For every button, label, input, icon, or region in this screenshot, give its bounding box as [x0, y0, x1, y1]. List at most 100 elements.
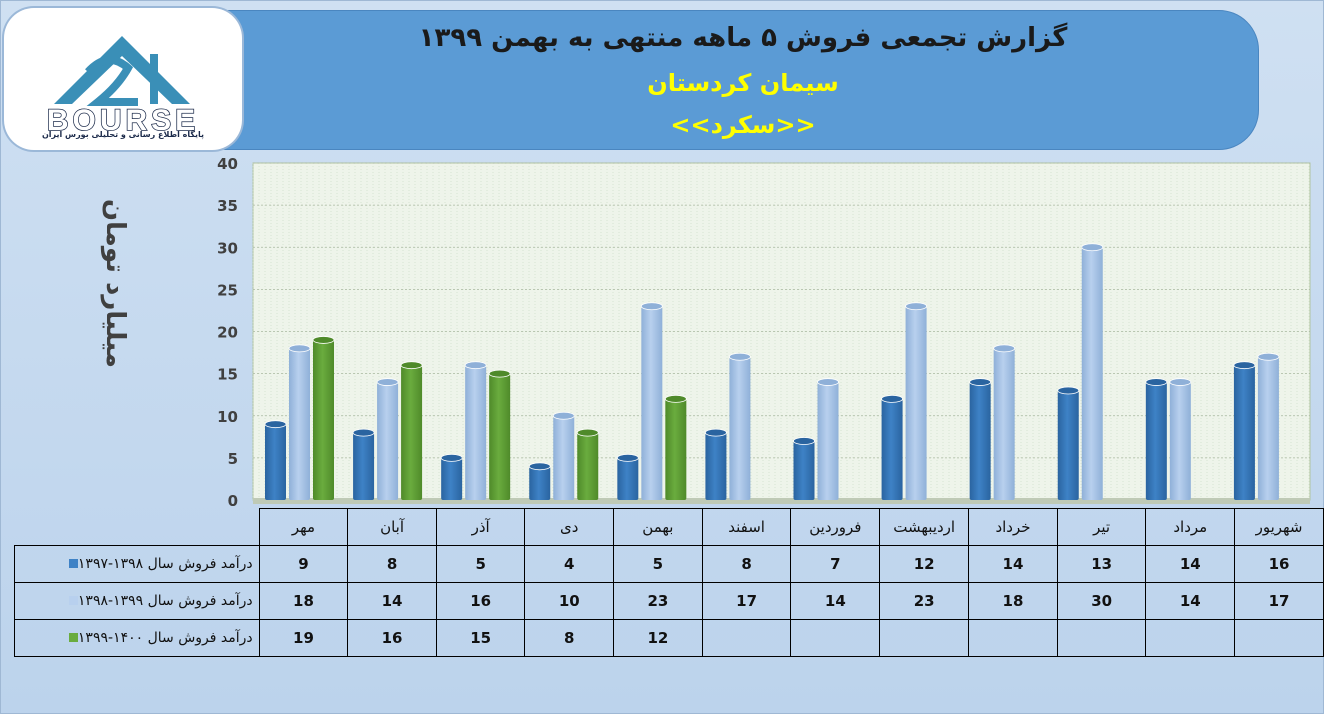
bar-top [1233, 361, 1256, 370]
table-cell: 23 [613, 581, 703, 620]
table-cell: 5 [435, 544, 526, 583]
logo-wordmark: BOURSE [46, 103, 200, 138]
company-name: سیمان کردستان [647, 69, 839, 97]
table-cell: 18 [968, 581, 1058, 620]
y-tick-label: 15 [217, 366, 238, 384]
bar [969, 382, 991, 500]
bar [377, 382, 399, 500]
bar-top [440, 453, 463, 462]
table-cell: 14 [968, 544, 1058, 583]
table-cell: 10 [524, 581, 615, 620]
category-label: اردیبهشت [879, 508, 970, 546]
bar [577, 432, 599, 500]
table-cell [879, 618, 970, 657]
table-cell [790, 618, 881, 657]
table-cell: 12 [613, 618, 703, 657]
table-cell: 17 [1234, 581, 1324, 620]
bar [1169, 382, 1191, 500]
table-cell [1145, 618, 1236, 657]
bar-top [488, 369, 511, 378]
bar-top [729, 352, 751, 361]
category-label: آذر [435, 508, 526, 546]
bar-top [400, 361, 423, 370]
table-corner [14, 508, 260, 545]
plot-floor [253, 498, 1310, 504]
table-row: درآمد فروش سال ۱۴۰۰-۱۳۹۹ 19 16 15 8 12 [14, 618, 1324, 657]
bar [353, 432, 375, 500]
logo: BOURSE پایگاه اطلاع رسانی و تحلیلی بورس … [4, 8, 242, 150]
data-table: مهر آبان آذر دی بهمن اسفند فروردین اردیبهشت خردا… [14, 508, 1324, 657]
category-label: شهریور [1234, 508, 1324, 546]
ticker-symbol: <<سکرد>> [670, 111, 816, 139]
bar-top [881, 394, 903, 403]
y-tick-label: 10 [217, 408, 238, 426]
table-cell: 8 [524, 618, 615, 657]
category-label: آبان [347, 508, 437, 546]
bar [465, 365, 487, 500]
bar [729, 356, 751, 500]
category-label: مرداد [1145, 508, 1236, 546]
bar-top [264, 420, 287, 429]
bar [1057, 390, 1079, 500]
bar-top [905, 302, 927, 311]
bar [289, 348, 310, 500]
y-tick-label: 25 [217, 281, 238, 299]
bar-top [793, 437, 815, 445]
series-name: درآمد فروش سال ۱۴۰۰-۱۳۹۹ [77, 629, 253, 646]
category-label: فروردین [790, 508, 881, 546]
bar [401, 365, 423, 500]
y-tick-label: 0 [228, 492, 238, 508]
table-cell: 14 [1145, 581, 1236, 620]
bar-top [1145, 378, 1168, 386]
bar-top [288, 344, 311, 353]
bar [793, 441, 815, 500]
logo-mark-icon [54, 36, 190, 106]
bar [817, 382, 839, 500]
y-tick-label: 5 [228, 450, 238, 468]
bar [1145, 382, 1167, 500]
table-cell: 23 [879, 581, 970, 620]
bar [313, 339, 334, 500]
y-tick-label: 35 [217, 197, 238, 215]
bar-top [616, 453, 639, 462]
bar [1081, 247, 1103, 500]
bar-top [1081, 243, 1104, 252]
bar [1257, 356, 1279, 500]
bar-top [312, 336, 335, 344]
table-cell: 7 [790, 544, 881, 583]
bar [665, 398, 687, 500]
bar [641, 306, 663, 500]
table-cell: 19 [258, 618, 349, 657]
table-cell: 15 [435, 618, 526, 657]
bar-top [969, 378, 992, 386]
bar-top [352, 428, 375, 437]
table-cell: 18 [258, 581, 349, 620]
bar-top [640, 302, 663, 311]
bar-top [817, 378, 839, 386]
category-label: دی [524, 508, 615, 546]
bar-top [705, 428, 727, 437]
series-legend: درآمد فروش سال ۱۴۰۰-۱۳۹۹ [14, 618, 260, 657]
category-label: بهمن [613, 508, 703, 546]
chart-title: گزارش تجمعی فروش ۵ ماهه منتهی به بهمن ۱۳… [418, 23, 1068, 53]
table-cell: 4 [524, 544, 615, 583]
bar [1233, 365, 1255, 500]
table-cell: 16 [347, 618, 437, 657]
bar-top [1257, 352, 1280, 361]
table-cell: 9 [258, 544, 349, 583]
table-cell: 17 [701, 581, 792, 620]
series-legend: درآمد فروش سال ۱۳۹۹-۱۳۹۸ [14, 581, 260, 620]
table-cell [1056, 618, 1147, 657]
bar-top [552, 411, 575, 420]
legend-key-icon [68, 596, 78, 605]
bar-top [1169, 378, 1192, 386]
bar [489, 373, 511, 500]
bar [617, 457, 639, 500]
logo-tagline: پایگاه اطلاع رسانی و تحلیلی بورس ایران [41, 130, 205, 139]
series-legend: درآمد فروش سال ۱۳۹۸-۱۳۹۷ [14, 544, 260, 583]
bar-top [576, 428, 599, 437]
bar [529, 466, 551, 500]
category-label: اسفند [701, 508, 792, 546]
table-cell: 14 [790, 581, 881, 620]
bar [905, 306, 927, 500]
